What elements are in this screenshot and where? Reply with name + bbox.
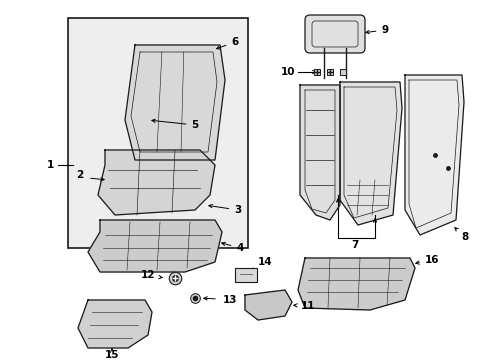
Polygon shape [98,150,215,215]
Polygon shape [297,258,414,310]
Text: 15: 15 [104,350,119,360]
Text: 16: 16 [415,255,438,265]
Text: 4: 4 [221,242,243,253]
Text: 14: 14 [257,257,272,267]
Polygon shape [299,85,339,220]
Text: 1: 1 [46,160,54,170]
Text: 10: 10 [280,67,294,77]
Text: 2: 2 [76,170,83,180]
Text: 3: 3 [208,204,241,215]
Text: 5: 5 [152,119,198,130]
Polygon shape [339,82,401,225]
Polygon shape [244,290,291,320]
Text: 7: 7 [350,240,358,250]
Bar [235,268,257,282]
Text: 9: 9 [365,25,388,35]
Text: 13: 13 [223,295,237,305]
Text: 11: 11 [293,301,315,311]
Text: 12: 12 [141,270,155,280]
Polygon shape [78,300,152,348]
FancyBboxPatch shape [305,15,364,53]
Polygon shape [88,220,222,272]
Bar [68,18,247,248]
Text: 8: 8 [454,228,468,242]
Polygon shape [404,75,463,235]
Polygon shape [125,45,224,160]
Text: 6: 6 [216,37,238,49]
